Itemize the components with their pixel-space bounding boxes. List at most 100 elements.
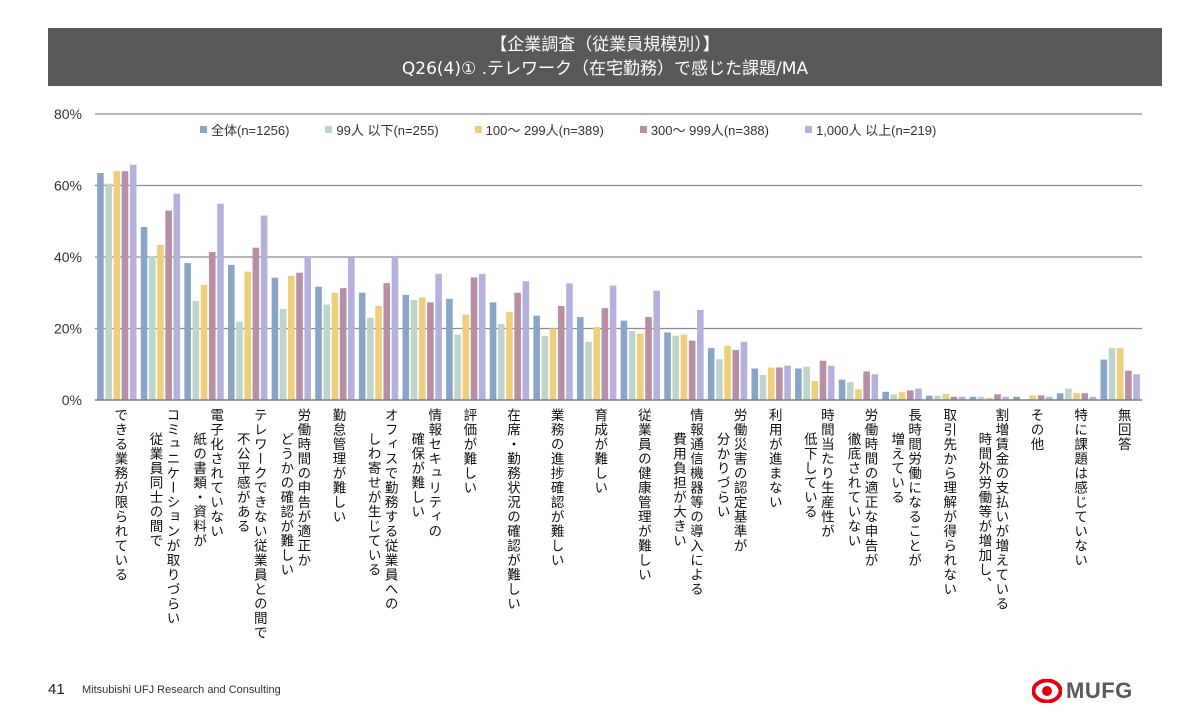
bar <box>304 257 312 400</box>
x-category-label: 割増賃金の支払いが増えている 時間外労働等が増加し、 <box>972 408 1009 611</box>
bar <box>165 210 172 400</box>
legend-label: 99人 以下(n=255) <box>336 122 439 138</box>
x-category-label: 労働時間の申告が適正か どうかの確認が難しい <box>274 408 310 577</box>
bar <box>1065 388 1072 400</box>
bar <box>217 203 224 400</box>
legend-item: 1,000人 以上(n=219) <box>805 120 936 138</box>
bar <box>1125 370 1132 400</box>
bar <box>478 273 486 400</box>
bar <box>129 164 137 400</box>
y-tick-label: 60% <box>54 178 82 194</box>
bar <box>855 389 862 400</box>
bar <box>244 271 251 400</box>
legend-swatch <box>200 125 207 133</box>
x-category-label-line: 低下している <box>800 432 817 519</box>
x-category-label-line: コミュニケーションが取りづらい <box>163 408 180 626</box>
x-category-label-line: 長時間労働になることが <box>905 408 922 568</box>
x-category-label: 情報通信機器等の導入による 費用負担が大きい <box>667 408 703 597</box>
x-category-label-line: 徹底されていない <box>844 432 861 548</box>
x-category-label: 特に課題は感じていない <box>1068 408 1087 568</box>
bar <box>977 396 985 400</box>
bar <box>1089 396 1097 400</box>
bar <box>819 360 827 400</box>
bar <box>1116 348 1124 400</box>
bar-group <box>707 341 748 400</box>
x-category-label-line: できる業務が限られている <box>111 408 128 582</box>
x-category-label-line: 業務の進捗確認が難しい <box>547 408 564 568</box>
page-number: 41 <box>48 681 65 698</box>
bar <box>113 171 121 400</box>
bar <box>435 273 442 400</box>
y-tick-label: 80% <box>54 106 82 122</box>
y-tick-label: 20% <box>54 321 82 337</box>
bar <box>375 305 382 400</box>
bar <box>105 183 112 400</box>
bar <box>533 315 540 400</box>
bar <box>200 284 208 400</box>
x-category-label: 情報セキュリティの 確保が難しい <box>405 408 441 539</box>
bar-group <box>751 365 791 400</box>
bar <box>506 312 513 400</box>
bar <box>260 215 268 400</box>
legend-label: 全体(n=1256) <box>211 122 290 138</box>
bar <box>958 396 966 400</box>
x-category-label-line: 割増賃金の支払いが増えている <box>992 408 1009 611</box>
bar <box>140 226 148 400</box>
bar <box>184 263 191 400</box>
bar <box>653 290 661 400</box>
bar-group <box>227 215 268 400</box>
bar <box>906 390 914 400</box>
bar <box>148 255 156 400</box>
bar <box>724 345 731 400</box>
bar <box>1081 393 1089 400</box>
bar <box>986 397 993 400</box>
bar <box>576 317 584 400</box>
bar <box>418 297 426 400</box>
bar <box>1013 396 1020 400</box>
bar <box>279 308 287 400</box>
x-category-label: 従業員の健康管理が難しい <box>632 408 651 582</box>
bar <box>192 300 200 400</box>
x-category-label-line: オフィスで勤務する従業員への <box>381 408 398 611</box>
y-tick-label: 0% <box>62 392 82 408</box>
bar <box>367 317 374 400</box>
legend-label: 1,000人 以上(n=219) <box>816 122 937 138</box>
bar <box>846 382 854 401</box>
mufg-logo: MUFG <box>1032 678 1133 704</box>
bar <box>252 247 260 400</box>
bar-group <box>620 290 661 400</box>
bar-group <box>795 360 835 400</box>
bar <box>811 381 819 400</box>
bar-group <box>446 273 486 400</box>
legend-swatch <box>639 125 647 133</box>
bar-group <box>184 203 224 400</box>
x-category-label: オフィスで勤務する従業員への しわ寄せが生じている <box>362 408 398 611</box>
bar <box>950 396 958 400</box>
bar <box>1029 395 1037 400</box>
gridlines <box>95 113 1142 330</box>
bar <box>1002 396 1010 400</box>
bar-group <box>315 257 355 400</box>
x-category-label-line: 増えている <box>888 432 905 505</box>
bar-group <box>358 255 399 400</box>
bar <box>331 292 339 400</box>
bar <box>522 281 530 400</box>
x-category-label-line: どうかの確認が難しい <box>277 432 294 577</box>
x-category-label-line: 育成が難しい <box>591 408 608 495</box>
x-category-label-line: 時間外労働等が増加し、 <box>975 432 992 592</box>
x-category-label-line: 従業員の健康管理が難しい <box>634 408 651 582</box>
bar <box>1073 393 1080 400</box>
bar <box>1108 348 1116 400</box>
bar <box>236 321 243 400</box>
chart-title-line2: Q26(4)① .テレワーク（在宅勤務）で感じた課題/MA <box>401 59 809 79</box>
x-category-label: 労働災害の認定基準が 分かりづらい <box>711 408 747 553</box>
x-category-label-line: 取引先から理解が得られない <box>940 408 957 597</box>
bar <box>609 285 617 400</box>
legend-swatch <box>474 125 482 133</box>
bar <box>759 374 767 400</box>
x-category-label: 電子化されていない 紙の書類・資料が <box>187 408 223 548</box>
bar <box>915 388 922 400</box>
mufg-logo-icon <box>1032 679 1062 703</box>
bar <box>1133 374 1140 400</box>
